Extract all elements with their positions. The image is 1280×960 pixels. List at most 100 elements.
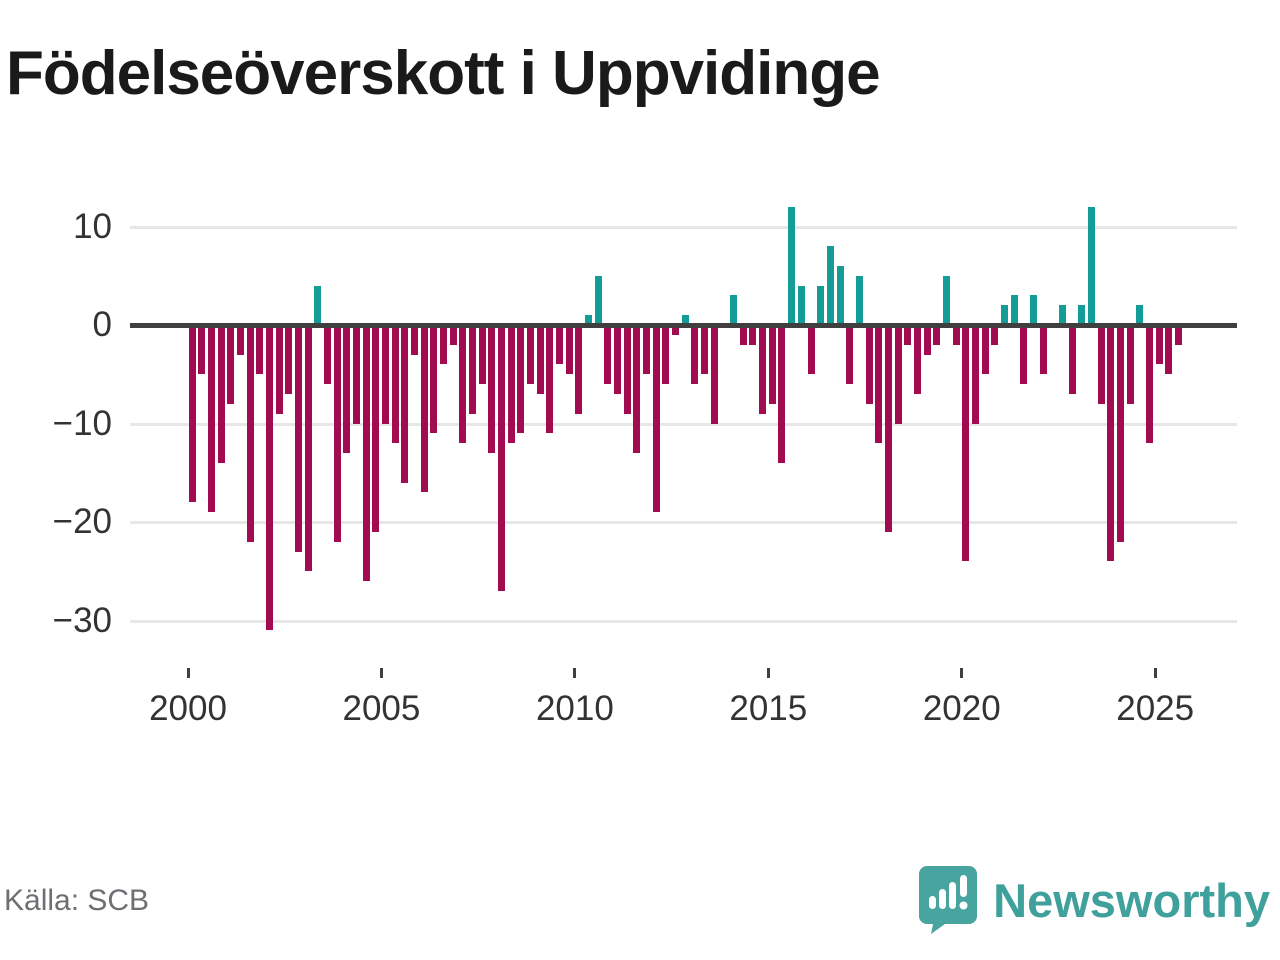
bar bbox=[971, 325, 979, 424]
bar bbox=[662, 325, 670, 385]
bar bbox=[314, 285, 322, 325]
bar bbox=[217, 325, 225, 463]
bar bbox=[1146, 325, 1154, 444]
bar bbox=[759, 325, 767, 414]
bar bbox=[381, 325, 389, 424]
brand-footer: Newsworthy bbox=[917, 862, 1270, 939]
bar bbox=[1039, 325, 1047, 375]
bar bbox=[468, 325, 476, 414]
bar bbox=[430, 325, 438, 434]
bar bbox=[904, 325, 912, 345]
x-axis-label-2015: 2015 bbox=[729, 689, 808, 728]
bar bbox=[304, 325, 312, 572]
bar bbox=[894, 325, 902, 424]
bar bbox=[817, 285, 825, 325]
gridline-y--20 bbox=[130, 521, 1237, 524]
bar bbox=[807, 325, 815, 375]
bar bbox=[788, 206, 796, 325]
bar bbox=[207, 325, 215, 513]
y-axis-label-10: 10 bbox=[73, 206, 112, 246]
bar bbox=[498, 325, 505, 591]
bar bbox=[323, 325, 331, 385]
bar bbox=[507, 325, 515, 444]
bar bbox=[488, 325, 496, 454]
bar bbox=[604, 325, 612, 385]
bar bbox=[1078, 305, 1086, 325]
bar bbox=[352, 325, 360, 424]
bar bbox=[1165, 325, 1173, 375]
bar bbox=[875, 325, 883, 444]
y-axis-label-0: 0 bbox=[92, 305, 112, 344]
bar bbox=[691, 325, 699, 385]
x-axis-label-2010: 2010 bbox=[535, 689, 614, 728]
bar bbox=[1175, 325, 1183, 345]
bar bbox=[1087, 206, 1095, 325]
bar bbox=[478, 325, 486, 385]
bar bbox=[546, 325, 554, 434]
bar bbox=[565, 325, 573, 375]
bar bbox=[952, 325, 960, 345]
bar bbox=[643, 325, 651, 375]
x-axis-label-2020: 2020 bbox=[922, 689, 1001, 728]
bar bbox=[256, 325, 264, 375]
bar bbox=[391, 325, 399, 444]
plot-area: 2000 2005 2010 2015 2020 2025 bbox=[130, 195, 1237, 728]
bar bbox=[1126, 325, 1134, 404]
bar bbox=[1010, 295, 1018, 325]
bar bbox=[372, 325, 380, 532]
bar bbox=[343, 325, 351, 454]
bar bbox=[730, 295, 738, 325]
logo-exclamation-dot bbox=[959, 901, 968, 910]
bar bbox=[1097, 325, 1105, 404]
bar bbox=[1107, 325, 1115, 562]
bar bbox=[459, 325, 467, 444]
zero-axis-line bbox=[130, 322, 1237, 328]
bar bbox=[797, 285, 805, 325]
bar bbox=[884, 325, 892, 532]
bar bbox=[333, 325, 341, 542]
bar bbox=[585, 315, 593, 325]
bar bbox=[778, 325, 786, 463]
bar bbox=[623, 325, 631, 414]
bar bbox=[865, 325, 873, 404]
y-axis-label--30: −30 bbox=[52, 600, 112, 640]
gridline-y--10 bbox=[130, 422, 1237, 426]
bar bbox=[846, 325, 854, 385]
bar bbox=[942, 275, 950, 325]
bar bbox=[556, 325, 564, 365]
y-axis-label--10: −10 bbox=[52, 403, 112, 443]
bar bbox=[768, 325, 776, 404]
x-axis-tick-2010 bbox=[573, 668, 577, 678]
source-note: Källa: SCB bbox=[4, 884, 150, 917]
bar bbox=[1020, 325, 1028, 385]
bar bbox=[701, 325, 709, 375]
bar bbox=[527, 325, 535, 385]
bar bbox=[439, 325, 447, 365]
bar bbox=[594, 275, 602, 325]
bar bbox=[1058, 305, 1066, 325]
logo-bar-3 bbox=[949, 882, 957, 909]
bar bbox=[681, 315, 689, 325]
bar bbox=[672, 325, 680, 335]
x-axis-label-2025: 2025 bbox=[1116, 689, 1195, 728]
bar bbox=[981, 325, 989, 375]
bar bbox=[710, 325, 718, 424]
x-axis-tick-2005 bbox=[379, 668, 383, 678]
bar bbox=[826, 246, 834, 325]
x-axis-label-2005: 2005 bbox=[342, 689, 421, 728]
bar bbox=[246, 325, 254, 542]
logo-bar-1 bbox=[929, 896, 937, 909]
bar bbox=[236, 325, 244, 355]
bar bbox=[188, 325, 196, 503]
bar bbox=[633, 325, 641, 454]
bar bbox=[265, 325, 273, 631]
bar bbox=[1000, 305, 1008, 325]
bar bbox=[227, 325, 235, 404]
bar bbox=[749, 325, 757, 345]
bar bbox=[401, 325, 409, 483]
bar bbox=[198, 325, 206, 375]
bar bbox=[836, 265, 844, 325]
newsworthy-speech-bubble-chart-icon bbox=[917, 862, 979, 939]
bar bbox=[575, 325, 583, 414]
bar bbox=[933, 325, 941, 345]
